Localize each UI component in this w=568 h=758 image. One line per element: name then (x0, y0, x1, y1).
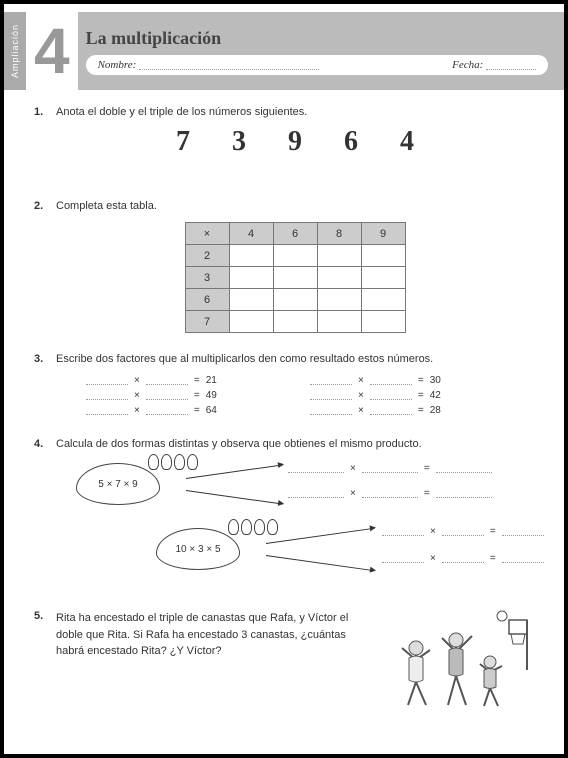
q1-n0: 7 (176, 126, 190, 158)
col-2: 8 (317, 223, 361, 245)
question-3: 3. Escribe dos factores que al multiplic… (34, 353, 534, 424)
q1-n4: 4 (400, 126, 414, 158)
date-label: Fecha: (452, 59, 483, 71)
multiplication-table: × 4 6 8 9 2 3 6 7 (185, 222, 406, 333)
row-1: 3 (185, 267, 229, 289)
question-1: 1. Anota el doble y el triple de los núm… (34, 106, 534, 186)
paw-shape-2: 10 × 3 × 5 (156, 528, 240, 570)
q1-prompt: Anota el doble y el triple de los número… (56, 106, 534, 118)
col-0: 4 (229, 223, 273, 245)
row-3: 7 (185, 311, 229, 333)
q3-r0: 21 (206, 375, 217, 386)
q5-number: 5. (34, 610, 56, 710)
worksheet-body: 1. Anota el doble y el triple de los núm… (4, 90, 564, 734)
basketball-kids-illustration (384, 610, 534, 710)
question-4: 4. Calcula de dos formas distintas y obs… (34, 438, 534, 596)
name-date-bar: Nombre: Fecha: (86, 55, 548, 75)
q5-prompt: Rita ha encestado el triple de canastas … (56, 610, 374, 710)
table-op: × (185, 223, 229, 245)
question-5: 5. Rita ha encestado el triple de canast… (34, 610, 534, 710)
lesson-title: La multiplicación (86, 28, 548, 49)
q1-numbers: 7 3 9 6 4 (56, 126, 534, 158)
col-1: 6 (273, 223, 317, 245)
q4-number: 4. (34, 438, 56, 596)
worksheet-header: Ampliación 4 La multiplicación Nombre: F… (4, 12, 564, 90)
q3-r4: 64 (206, 405, 217, 416)
q4-prompt: Calcula de dos formas distintas y observ… (56, 438, 534, 450)
q1-n3: 6 (344, 126, 358, 158)
q2-number: 2. (34, 200, 56, 339)
row-0: 2 (185, 245, 229, 267)
q3-number: 3. (34, 353, 56, 424)
q1-number: 1. (34, 106, 56, 186)
name-label: Nombre: (98, 59, 137, 71)
q3-r2: 49 (206, 390, 217, 401)
q3-prompt: Escribe dos factores que al multiplicarl… (56, 353, 534, 365)
q4-diagram: 5 × 7 × 9 ×= ×= 10 × 3 × 5 ×= ×= (56, 458, 534, 588)
q1-n1: 3 (232, 126, 246, 158)
side-tab: Ampliación (4, 12, 26, 90)
q3-r1: 30 (430, 375, 441, 386)
q3-r5: 28 (430, 405, 441, 416)
unit-number: 4 (26, 12, 78, 90)
row-2: 6 (185, 289, 229, 311)
q2-prompt: Completa esta tabla. (56, 200, 534, 212)
col-3: 9 (361, 223, 405, 245)
q1-n2: 9 (288, 126, 302, 158)
paw-shape-1: 5 × 7 × 9 (76, 463, 160, 505)
q3-r3: 42 (430, 390, 441, 401)
question-2: 2. Completa esta tabla. × 4 6 8 9 2 3 6 … (34, 200, 534, 339)
q3-factor-grid: ×= 21 ×= 30 ×= 49 ×= 42 ×= 64 ×= 28 (86, 375, 504, 416)
